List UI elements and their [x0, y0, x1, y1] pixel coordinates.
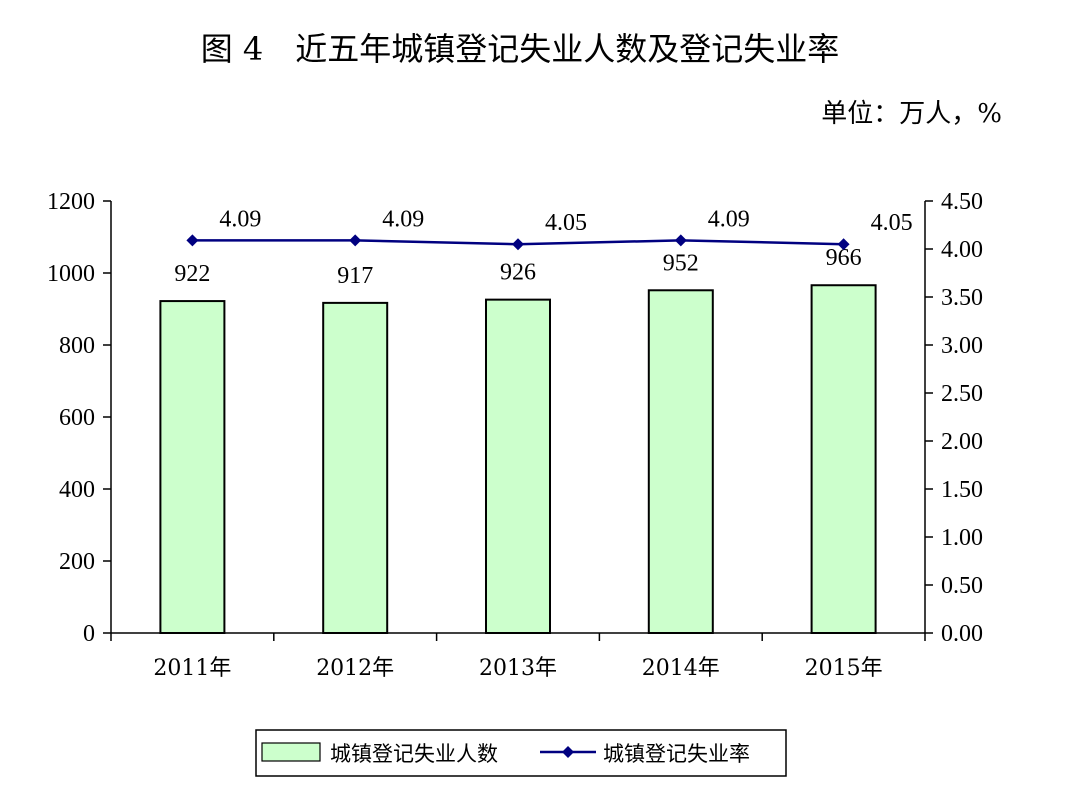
legend-label-line: 城镇登记失业率 [603, 742, 750, 766]
rate-value-label-1: 4.09 [382, 206, 424, 232]
x-tick-label-1: 2012年 [316, 656, 394, 681]
bar-4 [810, 284, 877, 634]
y-right-tick-label-6: 3.00 [941, 333, 983, 359]
rate-value-label-3: 4.09 [708, 206, 750, 232]
bar-1 [322, 301, 389, 634]
y-left-tick-label-2: 400 [59, 477, 95, 503]
rate-value-label-2: 4.05 [545, 210, 587, 236]
bar-value-label-0: 922 [174, 261, 210, 287]
y-right-tick-label-1: 0.50 [941, 573, 983, 599]
y-right-tick-label-7: 3.50 [941, 285, 983, 311]
rate-point-4 [837, 238, 850, 251]
y-right-tick-label-8: 4.00 [941, 237, 983, 263]
y-left-tick-label-1: 200 [59, 549, 95, 575]
chart-title: 图 4 近五年城镇登记失业人数及登记失业率 [201, 30, 840, 68]
legend-marker-diamond [562, 746, 574, 758]
legend-swatch-bar [261, 742, 321, 762]
rate-value-label-0: 4.09 [219, 206, 261, 232]
legend-label-bar: 城镇登记失业人数 [330, 742, 498, 766]
rate-value-label-4: 4.05 [871, 210, 913, 236]
bar-2 [485, 298, 551, 634]
y-left-tick-label-3: 600 [59, 405, 95, 431]
y-right-tick-label-4: 2.00 [941, 429, 983, 455]
y-right-tick-label-5: 2.50 [941, 381, 983, 407]
bar-3 [647, 289, 714, 634]
y-left-tick-label-6: 1200 [47, 189, 95, 215]
x-tick-label-3: 2014年 [642, 656, 720, 681]
x-tick-label-0: 2011年 [153, 656, 231, 681]
x-tick-label-2: 2013年 [479, 656, 557, 681]
y-right-tick-label-2: 1.00 [941, 525, 983, 551]
bar-value-label-3: 952 [663, 250, 699, 276]
x-tick-label-4: 2015年 [805, 656, 883, 681]
unit-label: 单位：万人，% [821, 99, 1002, 129]
y-left-tick-label-5: 1000 [47, 261, 95, 287]
y-left-tick-label-0: 0 [83, 621, 95, 647]
rate-point-0 [186, 234, 199, 247]
bar-value-label-2: 926 [500, 260, 536, 286]
legend-box [255, 729, 787, 777]
y-right-tick-label-0: 0.00 [941, 621, 983, 647]
bar-0 [159, 300, 226, 634]
rate-point-1 [349, 234, 362, 247]
plot-area: 922 917 926 952 9660200400600800100012000.00… [47, 189, 983, 681]
bar-value-label-1: 917 [337, 263, 373, 289]
y-left-tick-label-4: 800 [59, 333, 95, 359]
rate-point-2 [512, 238, 524, 251]
legend: 城镇登记失业人数 城镇登记失业率 [255, 729, 787, 777]
y-right-tick-label-9: 4.50 [941, 189, 983, 215]
rate-point-3 [674, 234, 687, 247]
y-right-tick-label-3: 1.50 [941, 477, 983, 503]
